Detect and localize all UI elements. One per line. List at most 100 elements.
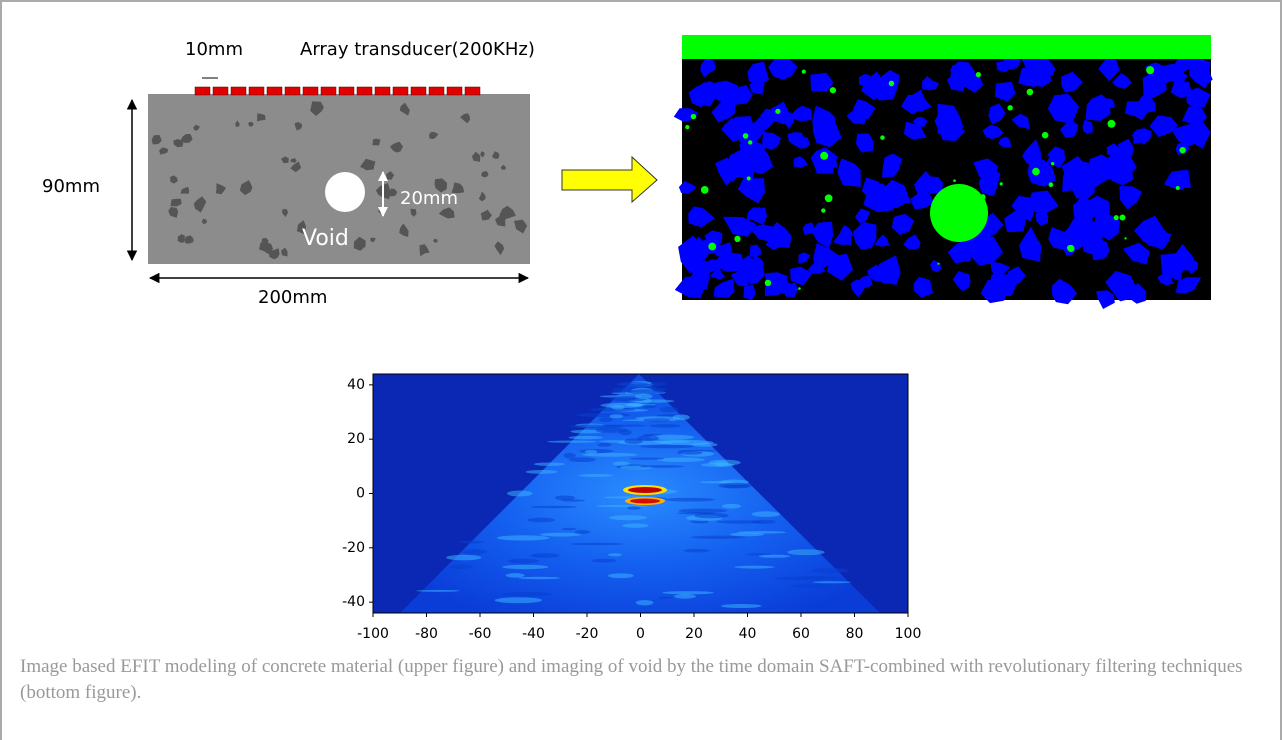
streak bbox=[530, 553, 559, 558]
inclusion bbox=[821, 208, 825, 212]
inclusion bbox=[953, 179, 956, 182]
transducer-element bbox=[321, 87, 336, 95]
streak bbox=[608, 573, 634, 578]
inclusion bbox=[1120, 215, 1126, 221]
y-tick-label: -20 bbox=[342, 540, 365, 556]
streak bbox=[530, 506, 576, 508]
transducer-element bbox=[213, 87, 228, 95]
inclusion bbox=[747, 176, 751, 180]
transducer-element bbox=[303, 87, 318, 95]
streak bbox=[639, 445, 694, 448]
reflection-core bbox=[630, 499, 660, 504]
transducer-element bbox=[393, 87, 408, 95]
streak bbox=[813, 581, 851, 583]
inclusion bbox=[798, 287, 801, 290]
void-circle bbox=[325, 172, 365, 212]
inclusion bbox=[734, 236, 740, 242]
streak bbox=[624, 438, 642, 444]
y-tick-label: 40 bbox=[347, 377, 365, 393]
streak bbox=[495, 597, 543, 603]
streak bbox=[503, 592, 552, 597]
x-tick-label: 80 bbox=[846, 626, 864, 642]
inclusion bbox=[825, 194, 833, 202]
inclusion bbox=[976, 72, 981, 77]
x-tick-label: -60 bbox=[469, 626, 492, 642]
streak bbox=[622, 523, 648, 527]
streak bbox=[643, 418, 671, 421]
streak bbox=[642, 405, 657, 408]
inclusion bbox=[685, 125, 689, 129]
streak bbox=[585, 450, 598, 454]
streak bbox=[527, 518, 555, 523]
streak bbox=[497, 535, 550, 540]
streak bbox=[629, 457, 664, 459]
streak bbox=[569, 457, 596, 462]
inclusion bbox=[820, 152, 828, 160]
inclusion bbox=[1146, 66, 1154, 74]
streak bbox=[799, 576, 839, 579]
streak bbox=[658, 597, 673, 599]
void-size-label: 20mm bbox=[400, 188, 458, 209]
inclusion bbox=[708, 243, 716, 251]
streak bbox=[570, 425, 624, 429]
streak bbox=[608, 553, 622, 556]
streak bbox=[597, 443, 611, 447]
inclusion bbox=[1000, 182, 1003, 185]
streak bbox=[811, 568, 850, 573]
yellow-arrow bbox=[562, 157, 657, 202]
streak bbox=[660, 407, 679, 413]
streak bbox=[627, 506, 641, 509]
streak bbox=[677, 451, 702, 455]
streak bbox=[506, 573, 525, 577]
streak bbox=[787, 549, 824, 555]
streak bbox=[665, 498, 715, 502]
transducer-element bbox=[357, 87, 372, 95]
transducer-element bbox=[465, 87, 480, 95]
height-label: 90mm bbox=[42, 176, 100, 197]
streak bbox=[562, 528, 576, 531]
streak bbox=[751, 520, 776, 524]
streak bbox=[578, 474, 614, 477]
streak bbox=[564, 453, 576, 459]
concrete-diagram: 10mm Array transducer(200KHz) 90mm 20mm … bbox=[42, 39, 535, 308]
x-tick-label: -20 bbox=[576, 626, 599, 642]
streak bbox=[662, 591, 714, 594]
inclusion bbox=[748, 140, 752, 144]
inclusion bbox=[1027, 89, 1034, 96]
streak bbox=[737, 531, 786, 534]
inclusion bbox=[691, 114, 696, 119]
saft-plot: -100-80-60-40-20020406080100-40-2002040 bbox=[342, 374, 921, 642]
inclusion bbox=[1067, 245, 1074, 252]
streak bbox=[636, 600, 654, 605]
streak bbox=[613, 461, 630, 465]
streak bbox=[570, 543, 623, 545]
x-tick-label: 100 bbox=[895, 626, 922, 642]
streak bbox=[416, 590, 460, 592]
streak bbox=[640, 465, 684, 468]
y-tick-label: 0 bbox=[356, 486, 365, 502]
model-void bbox=[930, 184, 988, 242]
streak bbox=[596, 505, 649, 507]
inclusion bbox=[765, 280, 771, 286]
transducer-element bbox=[375, 87, 390, 95]
streak bbox=[591, 559, 616, 563]
streak bbox=[507, 491, 533, 497]
streak bbox=[789, 584, 827, 588]
streak bbox=[694, 513, 729, 519]
x-tick-label: -100 bbox=[357, 626, 389, 642]
streak bbox=[519, 577, 560, 579]
transducer-element bbox=[231, 87, 246, 95]
inclusion bbox=[1007, 105, 1012, 110]
streak bbox=[622, 382, 649, 386]
efit-model bbox=[674, 35, 1213, 309]
reflection-core bbox=[628, 487, 662, 493]
inclusion bbox=[1114, 215, 1119, 220]
model-transducer bbox=[682, 35, 1211, 59]
streak bbox=[534, 462, 565, 465]
y-tick-label: -40 bbox=[342, 594, 365, 610]
inclusion bbox=[701, 186, 709, 194]
inclusion bbox=[1049, 182, 1054, 187]
transducer-element bbox=[249, 87, 264, 95]
streak bbox=[502, 565, 548, 569]
transducer-array bbox=[195, 87, 480, 95]
